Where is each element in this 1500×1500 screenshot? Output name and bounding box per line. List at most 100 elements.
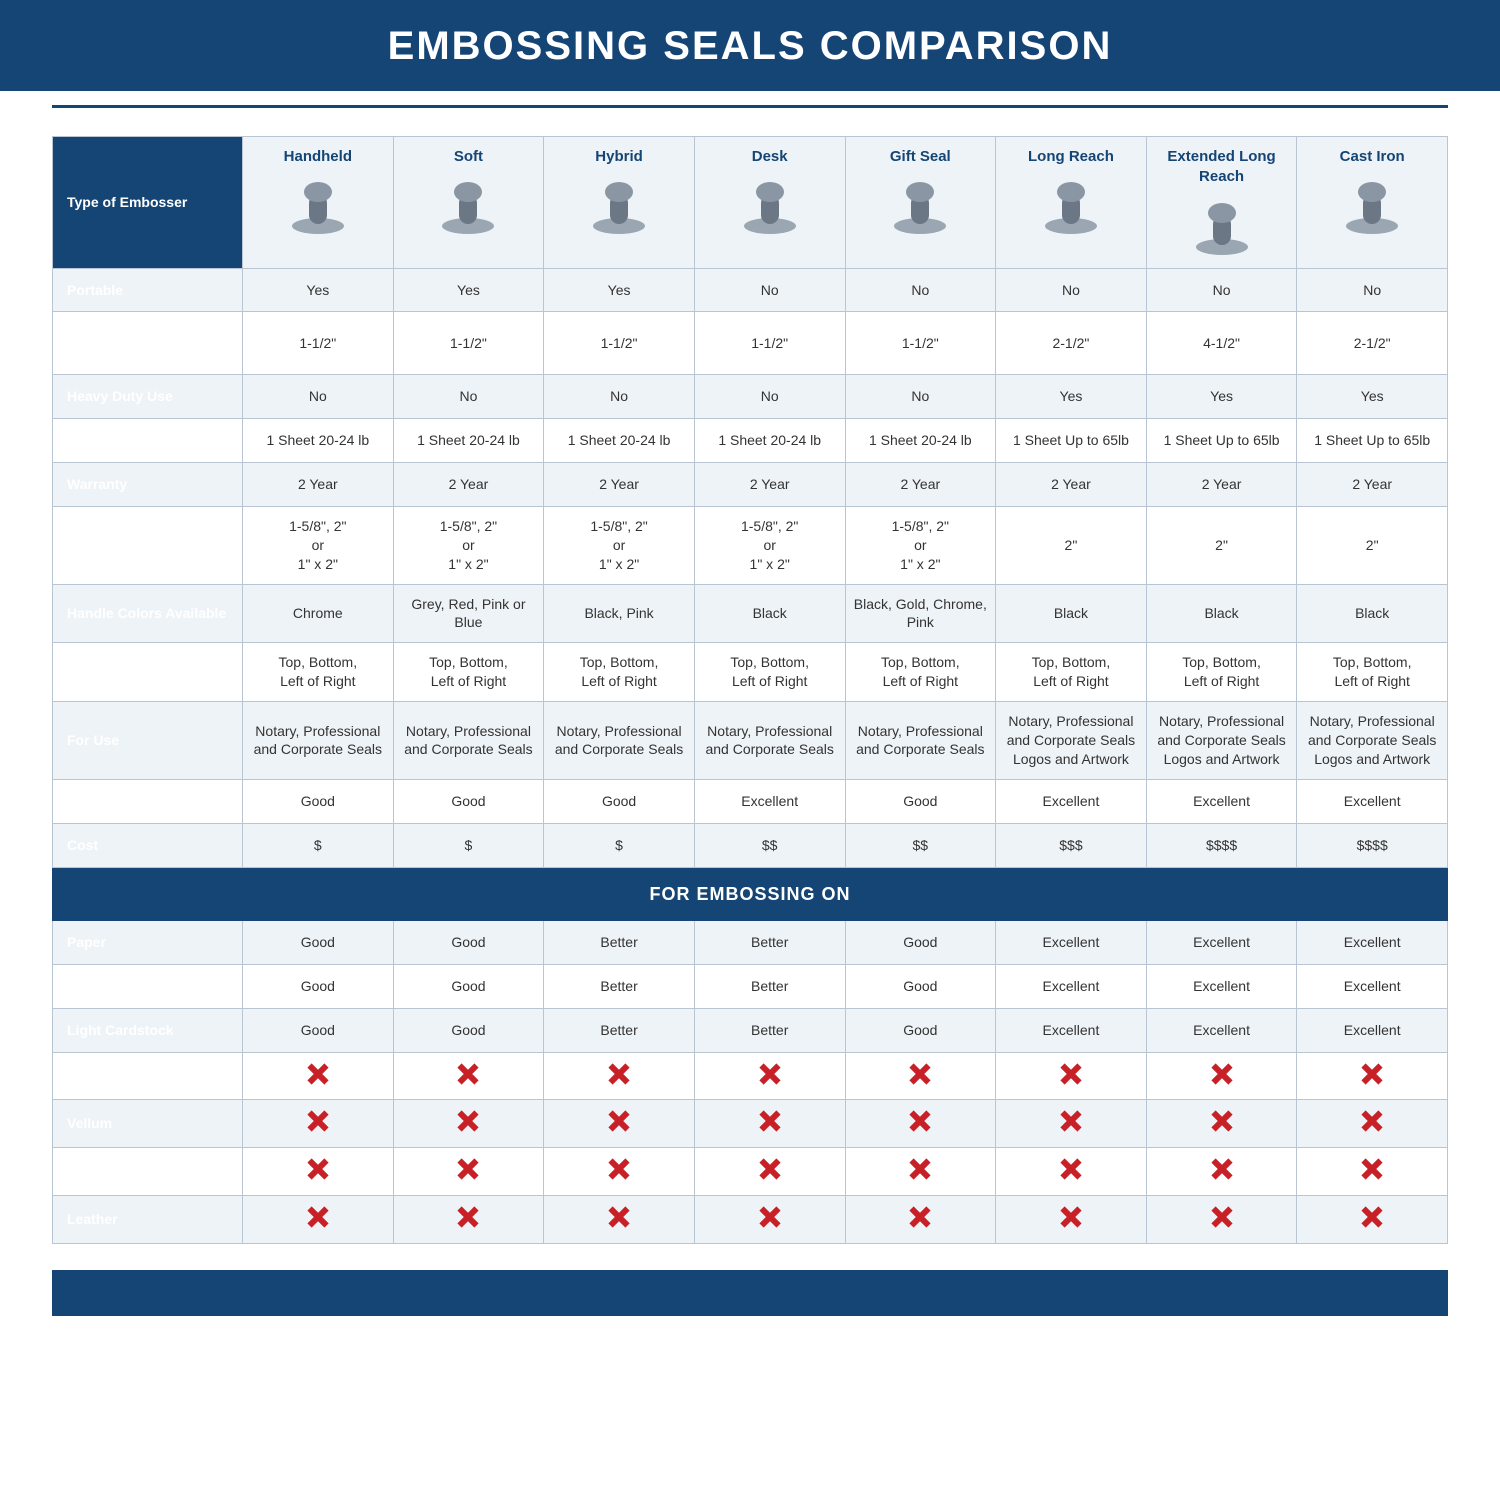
x-icon xyxy=(457,1110,479,1132)
column-header: Handheld xyxy=(243,137,394,269)
cell: Good xyxy=(845,1008,996,1052)
column-header: Gift Seal xyxy=(845,137,996,269)
cell: Yes xyxy=(1146,375,1297,419)
cell: Notary, Professional and Corporate Seals xyxy=(845,702,996,780)
embosser-image xyxy=(400,169,538,243)
embosser-image xyxy=(852,169,990,243)
cell: Yes xyxy=(393,268,544,312)
cell: Excellent xyxy=(1146,964,1297,1008)
cell xyxy=(243,1196,394,1244)
cell: Top, Bottom, Left of Right xyxy=(694,643,845,702)
cell: Excellent xyxy=(1146,1008,1297,1052)
row-label: For Use xyxy=(53,702,243,780)
cell: Excellent xyxy=(996,920,1147,964)
column-header: Extended Long Reach xyxy=(1146,137,1297,269)
cell: Good xyxy=(243,1008,394,1052)
cell: Top, Bottom, Left of Right xyxy=(845,643,996,702)
column-header: Hybrid xyxy=(544,137,695,269)
x-icon xyxy=(1211,1063,1233,1085)
cell: Excellent xyxy=(996,1008,1147,1052)
cell: Better xyxy=(544,920,695,964)
cell: $$$ xyxy=(996,823,1147,867)
row-label: Heavy Duty Use xyxy=(53,375,243,419)
footer-bar xyxy=(52,1270,1448,1316)
cell: No xyxy=(845,268,996,312)
cell: 2 Year xyxy=(1297,462,1448,506)
cell: 1-5/8", 2" or 1" x 2" xyxy=(845,506,996,584)
cell: Good xyxy=(243,779,394,823)
cell: Top, Bottom, Left of Right xyxy=(544,643,695,702)
cell: Excellent xyxy=(1297,779,1448,823)
cell: Grey, Red, Pink or Blue xyxy=(393,584,544,643)
cell: 2-1/2" xyxy=(1297,312,1448,375)
cell: Good xyxy=(393,1008,544,1052)
x-icon xyxy=(1361,1063,1383,1085)
cell: Excellent xyxy=(1297,1008,1448,1052)
x-icon xyxy=(909,1158,931,1180)
column-header: Desk xyxy=(694,137,845,269)
cell: No xyxy=(1146,268,1297,312)
x-icon xyxy=(457,1206,479,1228)
cell: 2 Year xyxy=(544,462,695,506)
cell xyxy=(243,1100,394,1148)
cell: Good xyxy=(845,920,996,964)
cell xyxy=(1146,1148,1297,1196)
cell: 1-5/8", 2" or 1" x 2" xyxy=(243,506,394,584)
x-icon xyxy=(1211,1158,1233,1180)
cell: 2 Year xyxy=(1146,462,1297,506)
cell: $ xyxy=(393,823,544,867)
cell: Good xyxy=(393,920,544,964)
cell: No xyxy=(996,268,1147,312)
x-icon xyxy=(759,1110,781,1132)
embosser-image xyxy=(249,169,387,243)
cell: 1-5/8", 2" or 1" x 2" xyxy=(393,506,544,584)
column-header-label: Soft xyxy=(400,147,538,167)
x-icon xyxy=(1211,1110,1233,1132)
cell xyxy=(1297,1052,1448,1100)
row-label: Plate Size (Design can beany size inbetw… xyxy=(53,506,243,584)
cell xyxy=(544,1052,695,1100)
cell: Yes xyxy=(544,268,695,312)
x-icon xyxy=(608,1158,630,1180)
cell: 1 Sheet 20-24 lb xyxy=(243,419,394,463)
cell xyxy=(243,1052,394,1100)
cell: 4-1/2" xyxy=(1146,312,1297,375)
cell: Better xyxy=(694,964,845,1008)
cell xyxy=(845,1100,996,1148)
cell: Top, Bottom, Left of Right xyxy=(393,643,544,702)
cell: Black xyxy=(996,584,1147,643)
cell: $$$$ xyxy=(1146,823,1297,867)
cell xyxy=(243,1148,394,1196)
x-icon xyxy=(909,1206,931,1228)
cell: Notary, Professional and Corporate Seals xyxy=(694,702,845,780)
cell: $$ xyxy=(845,823,996,867)
cell: Black xyxy=(1297,584,1448,643)
embosser-image xyxy=(1153,190,1291,264)
cell: Better xyxy=(544,1008,695,1052)
cell: $ xyxy=(544,823,695,867)
cell: Yes xyxy=(243,268,394,312)
x-icon xyxy=(1211,1206,1233,1228)
cell: Good xyxy=(393,964,544,1008)
cell xyxy=(1146,1196,1297,1244)
cell: Excellent xyxy=(1297,920,1448,964)
cell: 2" xyxy=(1146,506,1297,584)
row-label: Vellum xyxy=(53,1100,243,1148)
cell xyxy=(996,1196,1147,1244)
row-label: Seal Reach from Edge of Page xyxy=(53,312,243,375)
column-header: Cast Iron xyxy=(1297,137,1448,269)
cell: 1 Sheet Up to 65lb xyxy=(996,419,1147,463)
cell: 1 Sheet Up to 65lb xyxy=(1146,419,1297,463)
cell: $$ xyxy=(694,823,845,867)
x-icon xyxy=(307,1110,329,1132)
x-icon xyxy=(608,1110,630,1132)
cell: Top, Bottom, Left of Right xyxy=(1297,643,1448,702)
row-label: Light Cardstock xyxy=(53,1008,243,1052)
cell xyxy=(996,1052,1147,1100)
row-label: Paper xyxy=(53,920,243,964)
row-label: Artwork and Logos xyxy=(53,779,243,823)
embosser-image xyxy=(1303,169,1441,243)
cell: 2" xyxy=(996,506,1147,584)
cell: Good xyxy=(845,779,996,823)
cell: 1-1/2" xyxy=(243,312,394,375)
